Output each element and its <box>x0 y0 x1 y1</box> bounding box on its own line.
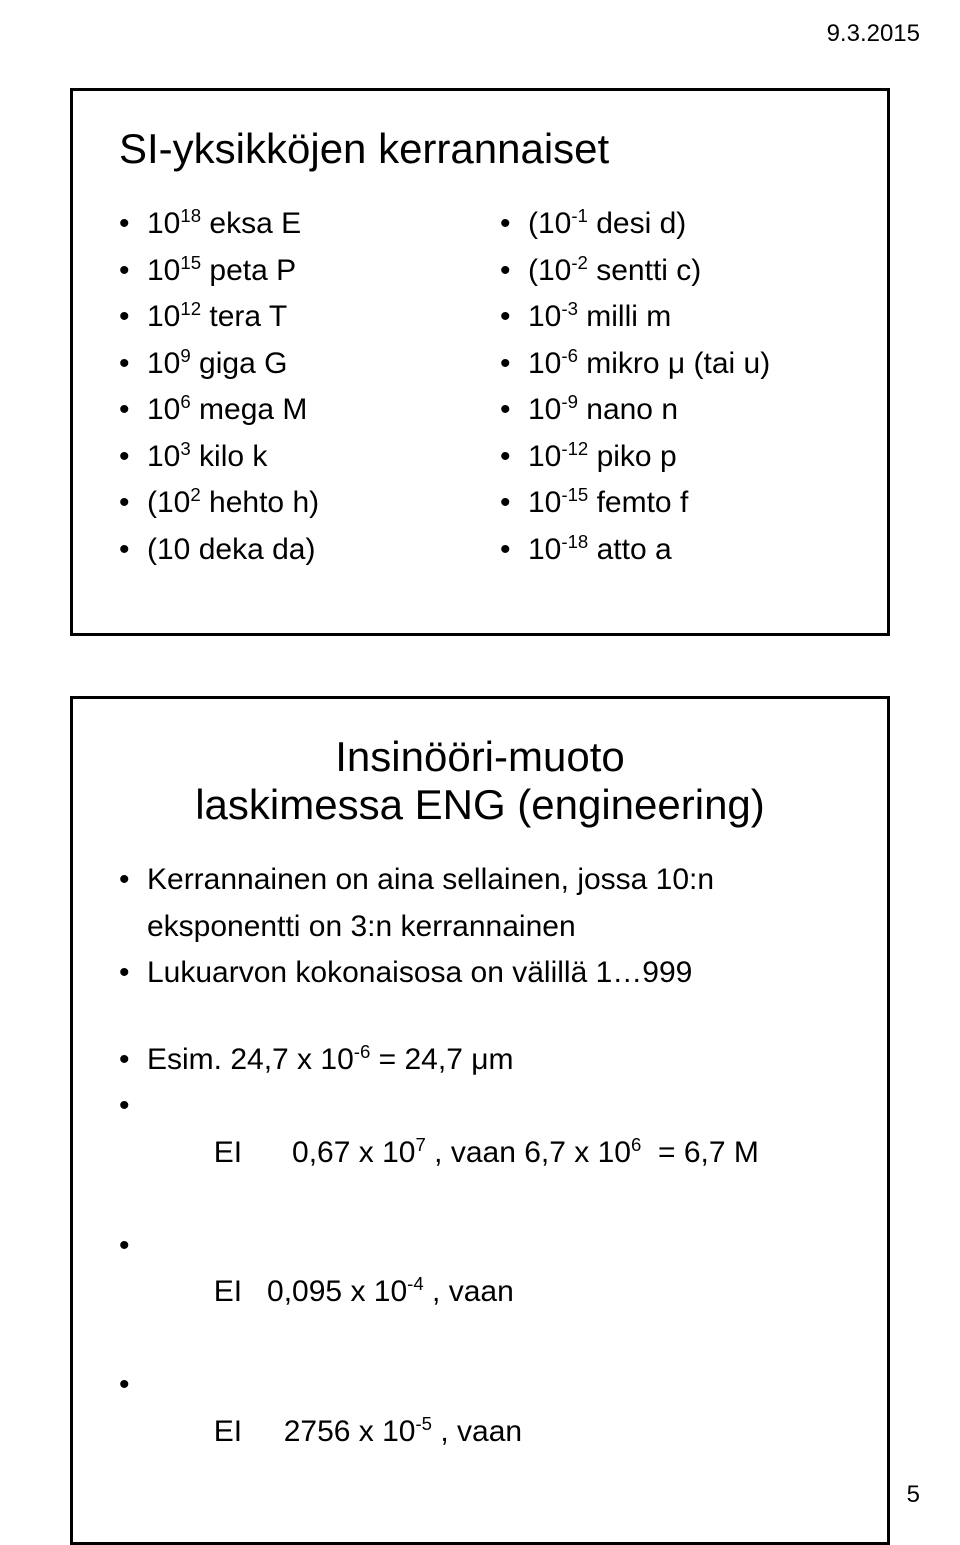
exponent: 2 <box>190 484 200 505</box>
list-item: 1012 tera T <box>119 294 460 341</box>
text: , vaan <box>432 1415 522 1448</box>
slide2-bullets-a: Kerrannainen on aina sellainen, jossa 10… <box>119 857 841 997</box>
slide1-title: SI-yksikköjen kerrannaiset <box>119 125 841 173</box>
exponent: -3 <box>561 298 578 319</box>
text: = 24,7 μm <box>370 1043 513 1076</box>
list-item: EI 0,67 x 107 , vaan 6,7 x 106 = 6,7 M <box>119 1083 841 1223</box>
exponent: -5 <box>415 1413 432 1434</box>
slide2-bullets-b: Esim. 24,7 x 10-6 = 24,7 μm EI 0,67 x 10… <box>119 1037 841 1502</box>
list-item: 10-3 milli m <box>500 294 841 341</box>
exponent: 18 <box>180 205 201 226</box>
text: EI 0,67 x 10 <box>214 1136 416 1169</box>
page: 9.3.2015 SI-yksikköjen kerrannaiset 1018… <box>0 0 960 1527</box>
list-item: (10 deka da) <box>119 527 460 574</box>
list-item: (102 hehto h) <box>119 480 460 527</box>
header-date: 9.3.2015 <box>827 20 920 48</box>
list-item: EI 2756 x 10-5 , vaan <box>119 1362 841 1502</box>
slide1-columns: 1018 eksa E1015 peta P1012 tera T109 gig… <box>119 201 841 573</box>
text: , vaan 6,7 x 10 <box>426 1136 631 1169</box>
slide1-right-list: (10-1 desi d)(10-2 sentti c)10-3 milli m… <box>500 201 841 573</box>
exponent: 6 <box>631 1134 641 1155</box>
list-item: 10-15 femto f <box>500 480 841 527</box>
list-item: 10-12 piko p <box>500 434 841 481</box>
list-item: (10-2 sentti c) <box>500 248 841 295</box>
exponent: -1 <box>571 205 588 226</box>
list-item: 1018 eksa E <box>119 201 460 248</box>
exponent: 15 <box>180 252 201 273</box>
list-item: 10-9 nano n <box>500 387 841 434</box>
exponent: -12 <box>561 438 588 459</box>
text: = 6,7 M <box>641 1136 759 1169</box>
exponent: -4 <box>407 1273 424 1294</box>
slide2-title-line1: Insinööri-muoto <box>335 733 624 780</box>
list-item: (10-1 desi d) <box>500 201 841 248</box>
exponent: -2 <box>571 252 588 273</box>
slide1-left-col: 1018 eksa E1015 peta P1012 tera T109 gig… <box>119 201 460 573</box>
exponent: -18 <box>561 531 588 552</box>
text: EI 2756 x 10 <box>214 1415 416 1448</box>
text: Esim. 24,7 x 10 <box>147 1043 354 1076</box>
list-item: 106 mega M <box>119 387 460 434</box>
list-item: Esim. 24,7 x 10-6 = 24,7 μm <box>119 1037 841 1084</box>
list-item: Kerrannainen on aina sellainen, jossa 10… <box>119 857 841 950</box>
list-item: 1015 peta P <box>119 248 460 295</box>
text: EI 0,095 x 10 <box>214 1275 407 1308</box>
list-item: 109 giga G <box>119 341 460 388</box>
exponent: -6 <box>561 345 578 366</box>
list-item: 10-18 atto a <box>500 527 841 574</box>
exponent: -9 <box>561 391 578 412</box>
slide2-title: Insinööri-muoto laskimessa ENG (engineer… <box>119 733 841 829</box>
exponent: 3 <box>180 438 190 459</box>
exponent: -6 <box>354 1041 371 1062</box>
list-item: 103 kilo k <box>119 434 460 481</box>
exponent: 12 <box>180 298 201 319</box>
slide-si-prefixes: SI-yksikköjen kerrannaiset 1018 eksa E10… <box>70 88 890 636</box>
exponent: 6 <box>180 391 190 412</box>
list-item: 10-6 mikro μ (tai u) <box>500 341 841 388</box>
slide2-title-line2: laskimessa ENG (engineering) <box>195 781 765 828</box>
slide1-right-col: (10-1 desi d)(10-2 sentti c)10-3 milli m… <box>500 201 841 573</box>
text: , vaan <box>424 1275 514 1308</box>
footer-page-number: 5 <box>907 1481 920 1509</box>
slide-eng-notation: Insinööri-muoto laskimessa ENG (engineer… <box>70 696 890 1545</box>
list-item: EI 0,095 x 10-4 , vaan <box>119 1223 841 1363</box>
exponent: -15 <box>561 484 588 505</box>
list-item: Lukuarvon kokonaisosa on välillä 1…999 <box>119 950 841 997</box>
slide1-left-list: 1018 eksa E1015 peta P1012 tera T109 gig… <box>119 201 460 573</box>
exponent: 7 <box>415 1134 425 1155</box>
exponent: 9 <box>180 345 190 366</box>
